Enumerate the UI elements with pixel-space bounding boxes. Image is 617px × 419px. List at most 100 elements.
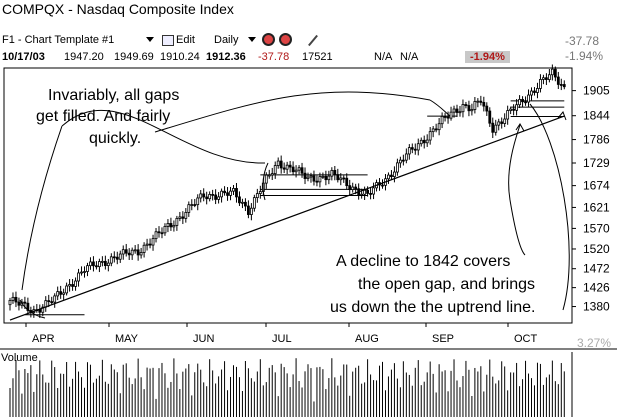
- candle-body: [303, 172, 307, 179]
- candle-body: [500, 121, 504, 124]
- candle-body: [372, 187, 375, 195]
- candle-body: [461, 104, 465, 113]
- candle-body: [193, 204, 197, 206]
- candle-body: [312, 175, 316, 182]
- candle-body: [184, 212, 188, 219]
- uptrend-line: [9, 115, 565, 321]
- candle-body: [157, 231, 161, 234]
- period-dropdown-icon[interactable]: [248, 37, 256, 42]
- annotation-text: the open gap, and brings: [358, 276, 535, 293]
- candle-body: [339, 177, 343, 181]
- period-selector[interactable]: Daily: [214, 34, 239, 46]
- y-tick-label: 1520: [583, 242, 610, 256]
- candle-body: [80, 271, 83, 274]
- candle-body: [393, 171, 396, 177]
- candle-body: [92, 261, 95, 267]
- candle-body: [279, 160, 283, 169]
- candle-body: [267, 174, 271, 177]
- candle-body: [205, 196, 209, 200]
- candle-body: [327, 175, 331, 181]
- callout-curve: [21, 125, 63, 291]
- candle-body: [249, 207, 253, 215]
- candle-body: [363, 189, 367, 195]
- candle-body: [238, 196, 241, 204]
- y-tick-label: 1786: [583, 133, 610, 147]
- edit-icon[interactable]: [162, 35, 174, 46]
- price-panel-frame: [3, 67, 573, 324]
- candle-body: [512, 108, 516, 111]
- candle-body: [130, 249, 134, 256]
- candle-body: [139, 252, 143, 256]
- candle-body: [95, 265, 98, 268]
- candle-body: [255, 193, 259, 199]
- candle-body: [455, 108, 459, 113]
- candle-body: [407, 147, 411, 155]
- candle-body: [118, 253, 122, 260]
- candle-body: [264, 174, 268, 184]
- y-tick-label: 1905: [583, 84, 610, 98]
- candle-body: [452, 108, 456, 113]
- candle-body: [208, 193, 212, 200]
- candle-body: [413, 148, 417, 151]
- candle-body: [387, 174, 390, 180]
- candle-body: [527, 94, 530, 103]
- candle-body: [62, 292, 66, 295]
- candle-body: [121, 249, 125, 255]
- quote-change: -37.78: [258, 51, 290, 63]
- candle-body: [190, 204, 194, 206]
- quote-volume: 17521: [302, 51, 333, 63]
- candle-body: [524, 101, 527, 104]
- candle-body: [521, 99, 524, 103]
- candle-body: [321, 175, 325, 178]
- candle-body: [148, 243, 152, 246]
- candle-body: [416, 143, 420, 151]
- candle-body: [154, 231, 158, 240]
- candle-body: [324, 175, 328, 181]
- month-label: APR: [32, 333, 55, 345]
- candle-body: [166, 223, 170, 227]
- candle-body: [369, 193, 372, 195]
- candle-body: [136, 249, 140, 256]
- candle-body: [491, 122, 495, 133]
- candle-body: [288, 164, 292, 168]
- template-selector[interactable]: F1 - Chart Template #1: [2, 34, 115, 46]
- candle-body: [8, 299, 12, 306]
- candle-body: [17, 301, 21, 306]
- change-value: -37.78: [565, 34, 600, 48]
- candle-body: [473, 101, 477, 110]
- template-dropdown-icon[interactable]: [146, 37, 154, 42]
- candle-body: [273, 165, 277, 175]
- candle-body: [488, 110, 492, 124]
- candle-body: [229, 190, 232, 196]
- candle-body: [65, 285, 69, 294]
- quote-na-1: N/A: [374, 51, 393, 63]
- candle-body: [59, 291, 63, 295]
- candle-body: [306, 176, 310, 179]
- callout-curve: [508, 124, 521, 201]
- candle-body: [100, 260, 104, 263]
- candle-body: [458, 111, 462, 114]
- month-label: MAY: [115, 333, 139, 345]
- edit-button[interactable]: Edit: [176, 34, 195, 46]
- zoom-out-icon[interactable]: [279, 33, 292, 46]
- candle-body: [77, 272, 80, 282]
- candle-body: [518, 99, 521, 106]
- candle-body: [196, 197, 200, 206]
- month-label: AUG: [355, 333, 379, 345]
- candle-body: [536, 88, 539, 93]
- candle-body: [258, 191, 262, 194]
- candle-body: [398, 159, 402, 164]
- candle-body: [431, 128, 435, 133]
- candle-body: [422, 139, 426, 144]
- annotation-text: A decline to 1842 covers: [336, 253, 510, 270]
- y-tick-label: 1621: [583, 200, 610, 214]
- zoom-in-icon[interactable]: [262, 33, 275, 46]
- candle-body: [464, 104, 468, 106]
- candle-body: [446, 116, 450, 119]
- candle-body: [294, 169, 298, 173]
- quote-bar: 10/17/03 1947.20 1949.69 1910.24 1912.36…: [0, 51, 617, 67]
- candle-body: [428, 131, 432, 141]
- candle-body: [14, 296, 18, 303]
- x-percent-label: 3.27%: [577, 336, 611, 350]
